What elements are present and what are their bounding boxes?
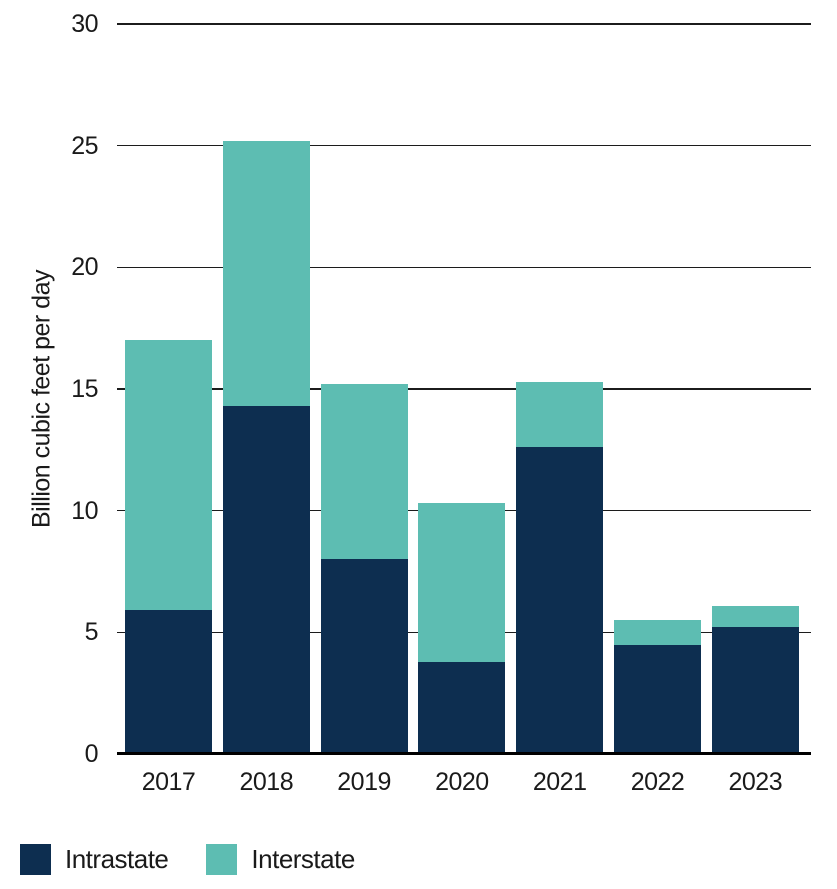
bar-2017	[125, 24, 212, 754]
x-tick-label-2017: 2017	[141, 768, 196, 796]
bar-segment-interstate-2019	[320, 384, 408, 560]
bar-segment-intrastate-2019	[320, 559, 408, 754]
bar-segment-intrastate-2023	[711, 627, 799, 754]
bar-segment-interstate-2018	[222, 140, 310, 407]
y-tick-label-30: 30	[71, 10, 98, 38]
bar-2019	[320, 24, 408, 754]
x-tick-label-2020: 2020	[435, 768, 489, 796]
bar-2023	[711, 24, 799, 754]
bar-2020	[418, 24, 506, 754]
legend-item-intrastate: Intrastate	[20, 844, 169, 875]
x-tick-label-2022: 2022	[630, 768, 685, 796]
bar-2021	[516, 24, 604, 754]
y-tick-label-0: 0	[84, 740, 99, 768]
bar-2018	[222, 24, 310, 754]
bar-segment-interstate-2020	[418, 503, 506, 662]
x-tick-label-2018: 2018	[239, 768, 294, 796]
x-tick-label-2023: 2023	[728, 768, 783, 796]
y-tick-label-10: 10	[71, 496, 98, 525]
y-tick-label-25: 25	[71, 131, 98, 160]
legend: Intrastate Interstate	[20, 844, 355, 875]
x-tick-label-2021: 2021	[532, 768, 587, 796]
bar-segment-intrastate-2017	[125, 610, 212, 754]
gridline-30	[117, 23, 811, 25]
bar-segment-intrastate-2021	[516, 447, 604, 754]
bar-2022	[614, 24, 701, 754]
legend-item-interstate: Interstate	[206, 844, 355, 875]
bar-segment-intrastate-2020	[418, 661, 506, 754]
bar-segment-intrastate-2018	[222, 406, 310, 754]
bar-segment-intrastate-2022	[614, 644, 701, 754]
bar-segment-interstate-2022	[614, 620, 701, 645]
plot-area	[117, 23, 811, 755]
x-axis-baseline	[117, 752, 811, 755]
gridline-15	[117, 388, 811, 390]
x-tick-label-2019: 2019	[337, 768, 391, 796]
bar-segment-interstate-2021	[516, 381, 604, 448]
bar-segment-interstate-2023	[711, 605, 799, 628]
legend-label-intrastate: Intrastate	[65, 844, 169, 874]
y-tick-label-5: 5	[84, 618, 99, 647]
y-tick-label-20: 20	[71, 253, 98, 282]
legend-swatch-interstate	[206, 844, 238, 875]
y-tick-label-15: 15	[71, 375, 98, 403]
gridline-20	[117, 266, 811, 269]
bar-segment-interstate-2017	[125, 340, 212, 611]
legend-label-interstate: Interstate	[251, 844, 355, 874]
legend-swatch-intrastate	[20, 844, 51, 875]
gridline-25	[117, 144, 811, 147]
